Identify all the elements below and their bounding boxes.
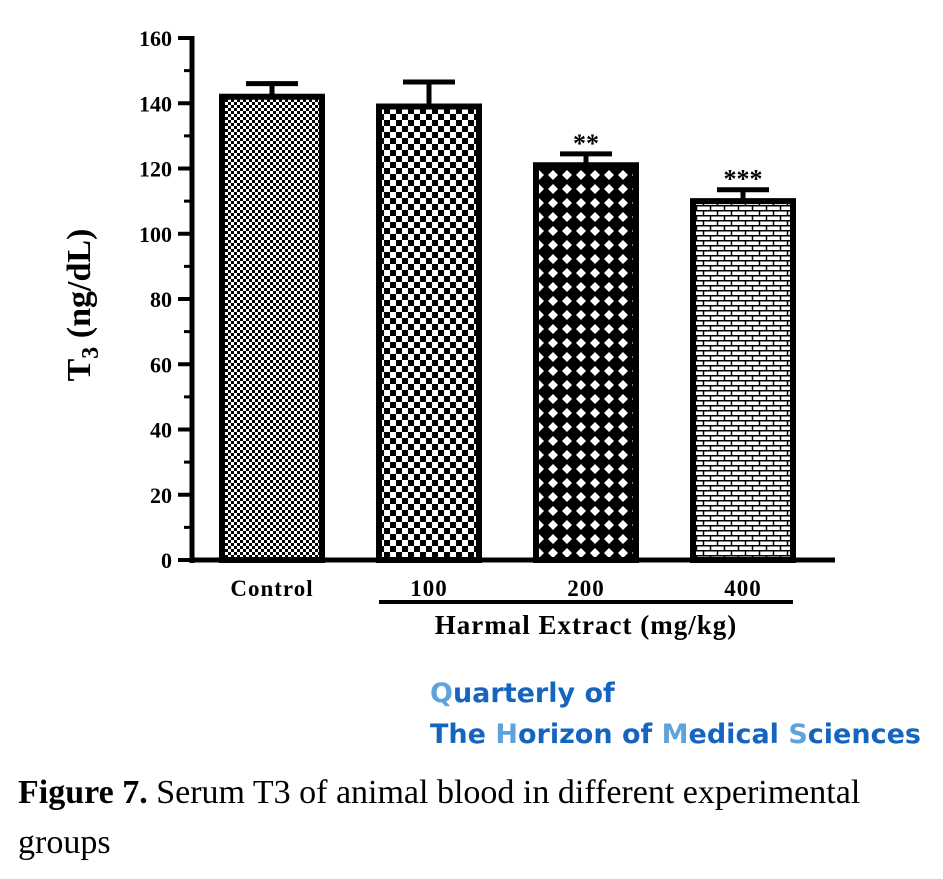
y-tick-label-2: 40 bbox=[150, 418, 172, 443]
bar-3 bbox=[690, 198, 796, 563]
category-label-3: 400 bbox=[724, 576, 762, 601]
bar-0 bbox=[219, 93, 325, 563]
y-tick-label-3: 60 bbox=[150, 352, 172, 377]
figure-caption: Figure 7. Serum T3 of animal blood in di… bbox=[18, 768, 928, 868]
figure-label: Figure 7. bbox=[18, 774, 148, 811]
bar-1 bbox=[376, 103, 482, 563]
y-tick-label-0: 0 bbox=[161, 548, 172, 573]
category-label-2: 200 bbox=[567, 576, 605, 601]
y-tick-label-1: 20 bbox=[150, 483, 172, 508]
journal-line2-part-0: The bbox=[430, 719, 496, 750]
bar-2 bbox=[533, 162, 639, 564]
group-label: Harmal Extract (mg/kg) bbox=[435, 610, 737, 640]
journal-line2-part-3: M bbox=[661, 719, 689, 750]
y-tick-label-6: 120 bbox=[139, 157, 172, 182]
category-label-0: Control bbox=[230, 576, 313, 601]
journal-watermark-line1: Quarterly of bbox=[430, 680, 615, 707]
significance-label-2: ** bbox=[573, 129, 599, 158]
journal-line2-part-6: ciences bbox=[807, 719, 921, 750]
y-tick-label-5: 100 bbox=[139, 222, 172, 247]
y-tick-label-4: 80 bbox=[150, 287, 172, 312]
journal-line1-part-0: Q bbox=[430, 678, 453, 709]
bar-chart: Control 100 ** 200 *** 400 0 20 40 60 80 100 120 140 1… bbox=[61, 26, 835, 640]
journal-line1-part-1: uarterly of bbox=[452, 678, 615, 709]
journal-line2-part-1: H bbox=[495, 719, 518, 750]
journal-line2-part-2: orizon of bbox=[517, 719, 662, 750]
category-label-1: 100 bbox=[410, 576, 448, 601]
caption-text: Serum T3 of animal blood in different ex… bbox=[18, 774, 861, 861]
journal-line2-part-4: edical bbox=[688, 719, 789, 750]
y-tick-label-7: 140 bbox=[139, 91, 172, 116]
y-tick-label-8: 160 bbox=[139, 26, 172, 51]
journal-watermark-line2: The Horizon of Medical Sciences bbox=[430, 721, 921, 748]
journal-line2-part-5: S bbox=[788, 719, 808, 750]
significance-label-3: *** bbox=[724, 165, 763, 194]
y-axis-label: T3 (ng/dL) bbox=[61, 229, 104, 382]
